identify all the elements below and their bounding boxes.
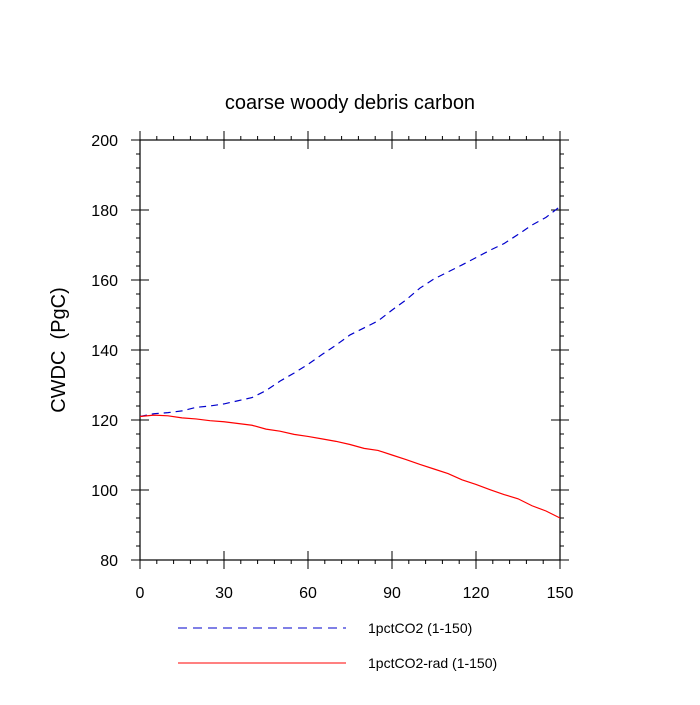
series-line-1pctCO2 bbox=[139, 206, 561, 418]
y-tick-label: 140 bbox=[91, 343, 118, 360]
series-line-1pctCO2-rad bbox=[139, 414, 561, 519]
chart-title: coarse woody debris carbon bbox=[225, 92, 475, 114]
legend: 1pctCO2 (1-150) 1pctCO2-rad (1-150) bbox=[178, 620, 497, 671]
y-tick-label: 180 bbox=[91, 203, 118, 220]
x-tick-label: 30 bbox=[215, 585, 233, 602]
y-tick-label: 80 bbox=[100, 553, 118, 570]
y-axis-label: CWDC (PgC) bbox=[48, 287, 70, 413]
x-tick-label: 120 bbox=[463, 585, 490, 602]
x-tick-label: 0 bbox=[136, 585, 145, 602]
x-tick-label: 150 bbox=[547, 585, 574, 602]
plot-area: 0 30 60 90 120 150 80 100 120 140 160 180 200 bbox=[91, 131, 573, 602]
legend-label: 1pctCO2-rad (1-150) bbox=[368, 655, 497, 671]
x-tick-label: 60 bbox=[299, 585, 317, 602]
y-tick-label: 160 bbox=[91, 273, 118, 290]
y-tick-label: 120 bbox=[91, 413, 118, 430]
y-tick-label: 200 bbox=[91, 133, 118, 150]
legend-label: 1pctCO2 (1-150) bbox=[368, 620, 472, 636]
x-tick-label: 90 bbox=[383, 585, 401, 602]
y-tick-label: 100 bbox=[91, 483, 118, 500]
plot-frame bbox=[139, 139, 561, 561]
